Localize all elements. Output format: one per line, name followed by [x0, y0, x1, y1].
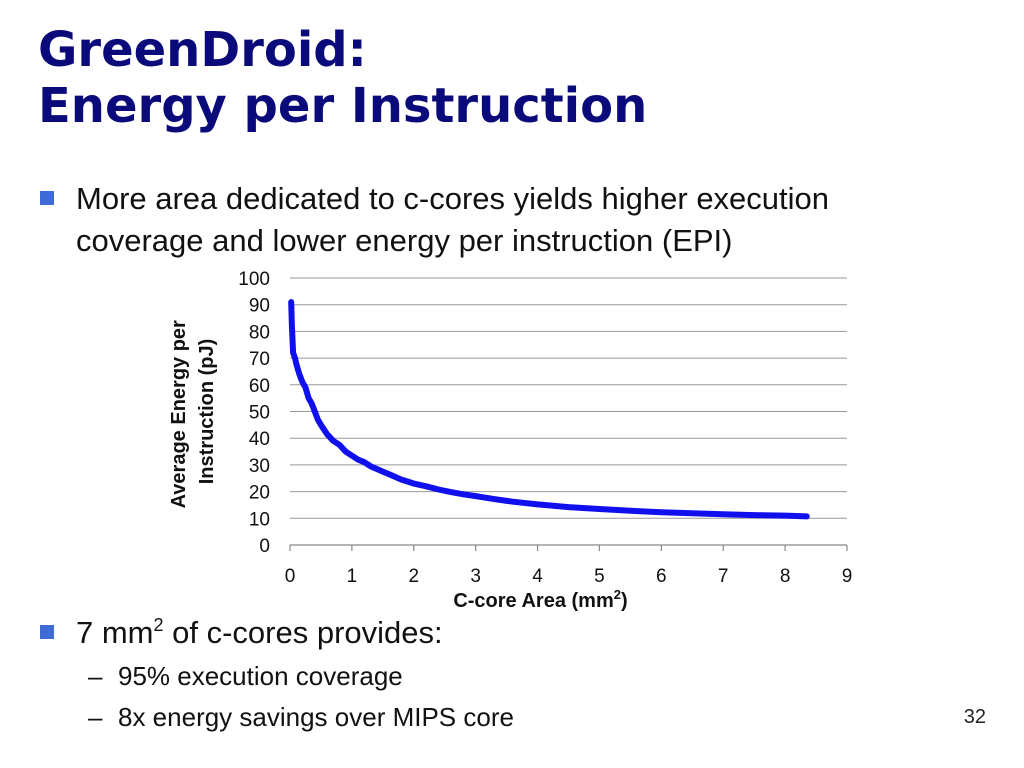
x-tick-label-4: 4	[532, 566, 543, 587]
x-tick-label-9: 9	[842, 566, 853, 587]
y-axis-title-line1: Average Energy per	[168, 320, 190, 508]
y-tick-label-100: 100	[238, 269, 270, 290]
bullet-2-text: 7 mm2 of c-cores provides:	[76, 612, 920, 654]
x-tick-label-1: 1	[347, 566, 358, 587]
x-axis-title-superscript: 2	[614, 587, 621, 602]
x-tick-label-6: 6	[656, 566, 667, 587]
bullet-1-text: More area dedicated to c-cores yields hi…	[76, 181, 830, 258]
epi-line-chart: 0 10 20 30 40 50 60 70 80 90 100 0 1 2 3 4 5 6 7 8 9 Averag…	[168, 269, 853, 612]
slide-title-line1: GreenDroid:	[38, 22, 367, 78]
slide-title-line2: Energy per Instruction	[38, 78, 648, 134]
bullet-2: 7 mm2 of c-cores provides:	[40, 612, 920, 654]
x-tick-label-3: 3	[470, 566, 481, 587]
y-tick-label-20: 20	[249, 483, 270, 504]
square-bullet-icon	[40, 191, 54, 205]
y-tick-label-70: 70	[249, 349, 270, 370]
dash-icon: –	[88, 702, 103, 732]
dash-icon: –	[88, 661, 103, 691]
subbullet-1: –95% execution coverage	[88, 660, 403, 692]
x-axis	[289, 544, 848, 551]
chart-gridlines	[290, 277, 847, 519]
subbullet-1-text: 95% execution coverage	[118, 661, 403, 691]
y-tick-label-90: 90	[249, 296, 270, 317]
x-tick-label-5: 5	[594, 566, 605, 587]
y-tick-label-30: 30	[249, 456, 270, 477]
bullet-2-prefix: 7 mm	[76, 615, 154, 650]
y-tick-label-10: 10	[249, 509, 270, 530]
x-axis-title: C-core Area (mm2)	[453, 587, 627, 612]
y-tick-label-50: 50	[249, 403, 270, 424]
subbullet-2: –8x energy savings over MIPS core	[88, 701, 514, 733]
bullet-1: More area dedicated to c-cores yields hi…	[40, 178, 920, 262]
slide-title: GreenDroid: Energy per Instruction	[38, 22, 647, 134]
energy-series-line	[288, 299, 810, 520]
bullet-2-suffix: of c-cores provides:	[163, 615, 443, 650]
y-axis-title: Average Energy per Instruction (pJ)	[168, 315, 218, 509]
square-bullet-icon	[40, 625, 54, 639]
y-tick-label-0: 0	[259, 536, 270, 557]
y-tick-label-80: 80	[249, 322, 270, 343]
subbullet-2-text: 8x energy savings over MIPS core	[118, 702, 514, 732]
x-tick-label-7: 7	[718, 566, 729, 587]
y-tick-label-40: 40	[249, 429, 270, 450]
y-tick-label-60: 60	[249, 376, 270, 397]
page-number: 32	[963, 706, 986, 728]
x-tick-label-8: 8	[780, 566, 791, 587]
x-axis-tick-labels: 0 1 2 3 4 5 6 7 8 9	[285, 566, 853, 587]
x-axis-title-main: C-core Area (mm	[453, 590, 613, 612]
bullet-2-superscript: 2	[153, 615, 164, 635]
x-tick-label-0: 0	[285, 566, 296, 587]
y-axis-title-line2: Instruction (pJ)	[196, 339, 218, 485]
x-tick-label-2: 2	[408, 566, 419, 587]
y-axis-tick-labels: 0 10 20 30 40 50 60 70 80 90 100	[238, 269, 270, 557]
x-axis-title-suffix: )	[621, 590, 628, 612]
